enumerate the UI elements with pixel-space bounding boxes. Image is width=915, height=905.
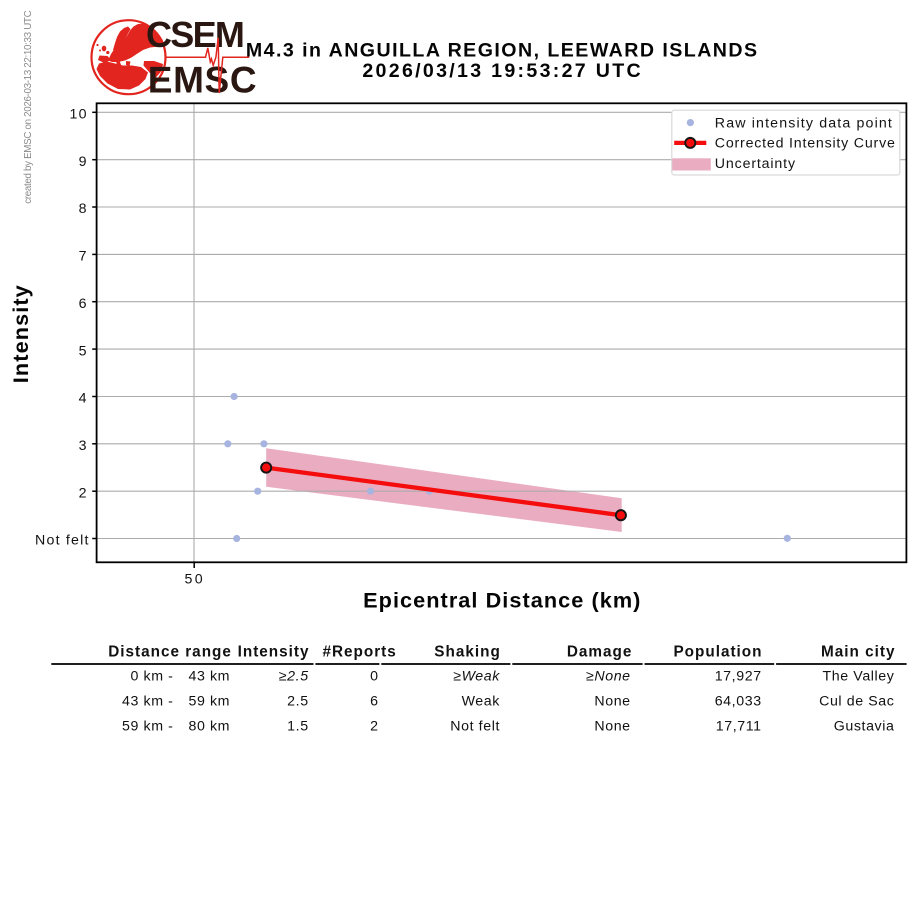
svg-text:≥Weak: ≥Weak xyxy=(453,669,500,685)
svg-text:8: 8 xyxy=(79,201,88,217)
svg-text:M4.3 in ANGUILLA REGION, LEEWA: M4.3 in ANGUILLA REGION, LEEWARD ISLANDS xyxy=(246,40,759,62)
svg-text:Gustavia: Gustavia xyxy=(834,718,895,734)
svg-text:59 km -: 59 km - xyxy=(122,718,174,734)
svg-text:43 km: 43 km xyxy=(188,669,230,685)
svg-text:Intensity: Intensity xyxy=(238,644,310,661)
svg-text:0: 0 xyxy=(370,669,379,685)
svg-text:None: None xyxy=(594,694,630,710)
svg-text:43 km -: 43 km - xyxy=(122,694,174,710)
svg-text:Weak: Weak xyxy=(462,694,501,710)
svg-text:Distance range: Distance range xyxy=(108,644,232,661)
svg-text:1.5: 1.5 xyxy=(287,718,309,734)
svg-text:Raw intensity data point: Raw intensity data point xyxy=(715,115,893,131)
svg-text:6: 6 xyxy=(79,296,88,312)
svg-text:2.5: 2.5 xyxy=(287,694,309,710)
svg-text:Intensity: Intensity xyxy=(8,284,33,383)
svg-text:2026/03/13 19:53:27 UTC: 2026/03/13 19:53:27 UTC xyxy=(362,60,643,82)
svg-text:Epicentral Distance (km): Epicentral Distance (km) xyxy=(363,587,641,612)
svg-text:7: 7 xyxy=(79,249,88,265)
svg-text:≥None: ≥None xyxy=(586,669,631,685)
svg-text:2: 2 xyxy=(79,485,88,501)
svg-text:Damage: Damage xyxy=(567,644,633,661)
svg-text:CSEM: CSEM xyxy=(146,14,243,55)
svg-text:17,927: 17,927 xyxy=(715,669,762,685)
svg-text:6: 6 xyxy=(370,694,379,710)
svg-text:≥2.5: ≥2.5 xyxy=(279,669,309,685)
svg-text:5: 5 xyxy=(79,343,88,359)
svg-text:Not felt: Not felt xyxy=(450,718,500,734)
svg-text:80 km: 80 km xyxy=(188,718,230,734)
svg-text:Shaking: Shaking xyxy=(434,644,501,661)
svg-text:64,033: 64,033 xyxy=(715,694,762,710)
svg-text:17,711: 17,711 xyxy=(716,718,762,734)
svg-text:The Valley: The Valley xyxy=(823,669,895,685)
svg-text:0 km -: 0 km - xyxy=(130,669,173,685)
svg-text:59 km: 59 km xyxy=(188,694,230,710)
svg-text:Uncertainty: Uncertainty xyxy=(715,156,796,172)
svg-text:#Reports: #Reports xyxy=(322,644,396,661)
svg-text:9: 9 xyxy=(79,154,88,170)
svg-text:2: 2 xyxy=(370,718,379,734)
svg-text:Main city: Main city xyxy=(821,644,895,661)
svg-text:Not felt: Not felt xyxy=(35,533,90,549)
svg-text:created by EMSC on 2026-03-13: created by EMSC on 2026-03-13 22:10:33 U… xyxy=(23,10,34,203)
svg-text:Population: Population xyxy=(673,644,762,661)
svg-text:EMSC: EMSC xyxy=(148,59,257,100)
svg-text:3: 3 xyxy=(79,438,88,454)
svg-text:None: None xyxy=(594,718,630,734)
svg-text:Cul de Sac: Cul de Sac xyxy=(819,694,894,710)
svg-text:4: 4 xyxy=(79,391,88,407)
svg-text:50: 50 xyxy=(185,572,206,588)
svg-text:Corrected Intensity Curve: Corrected Intensity Curve xyxy=(715,136,896,152)
svg-text:10: 10 xyxy=(70,107,88,123)
